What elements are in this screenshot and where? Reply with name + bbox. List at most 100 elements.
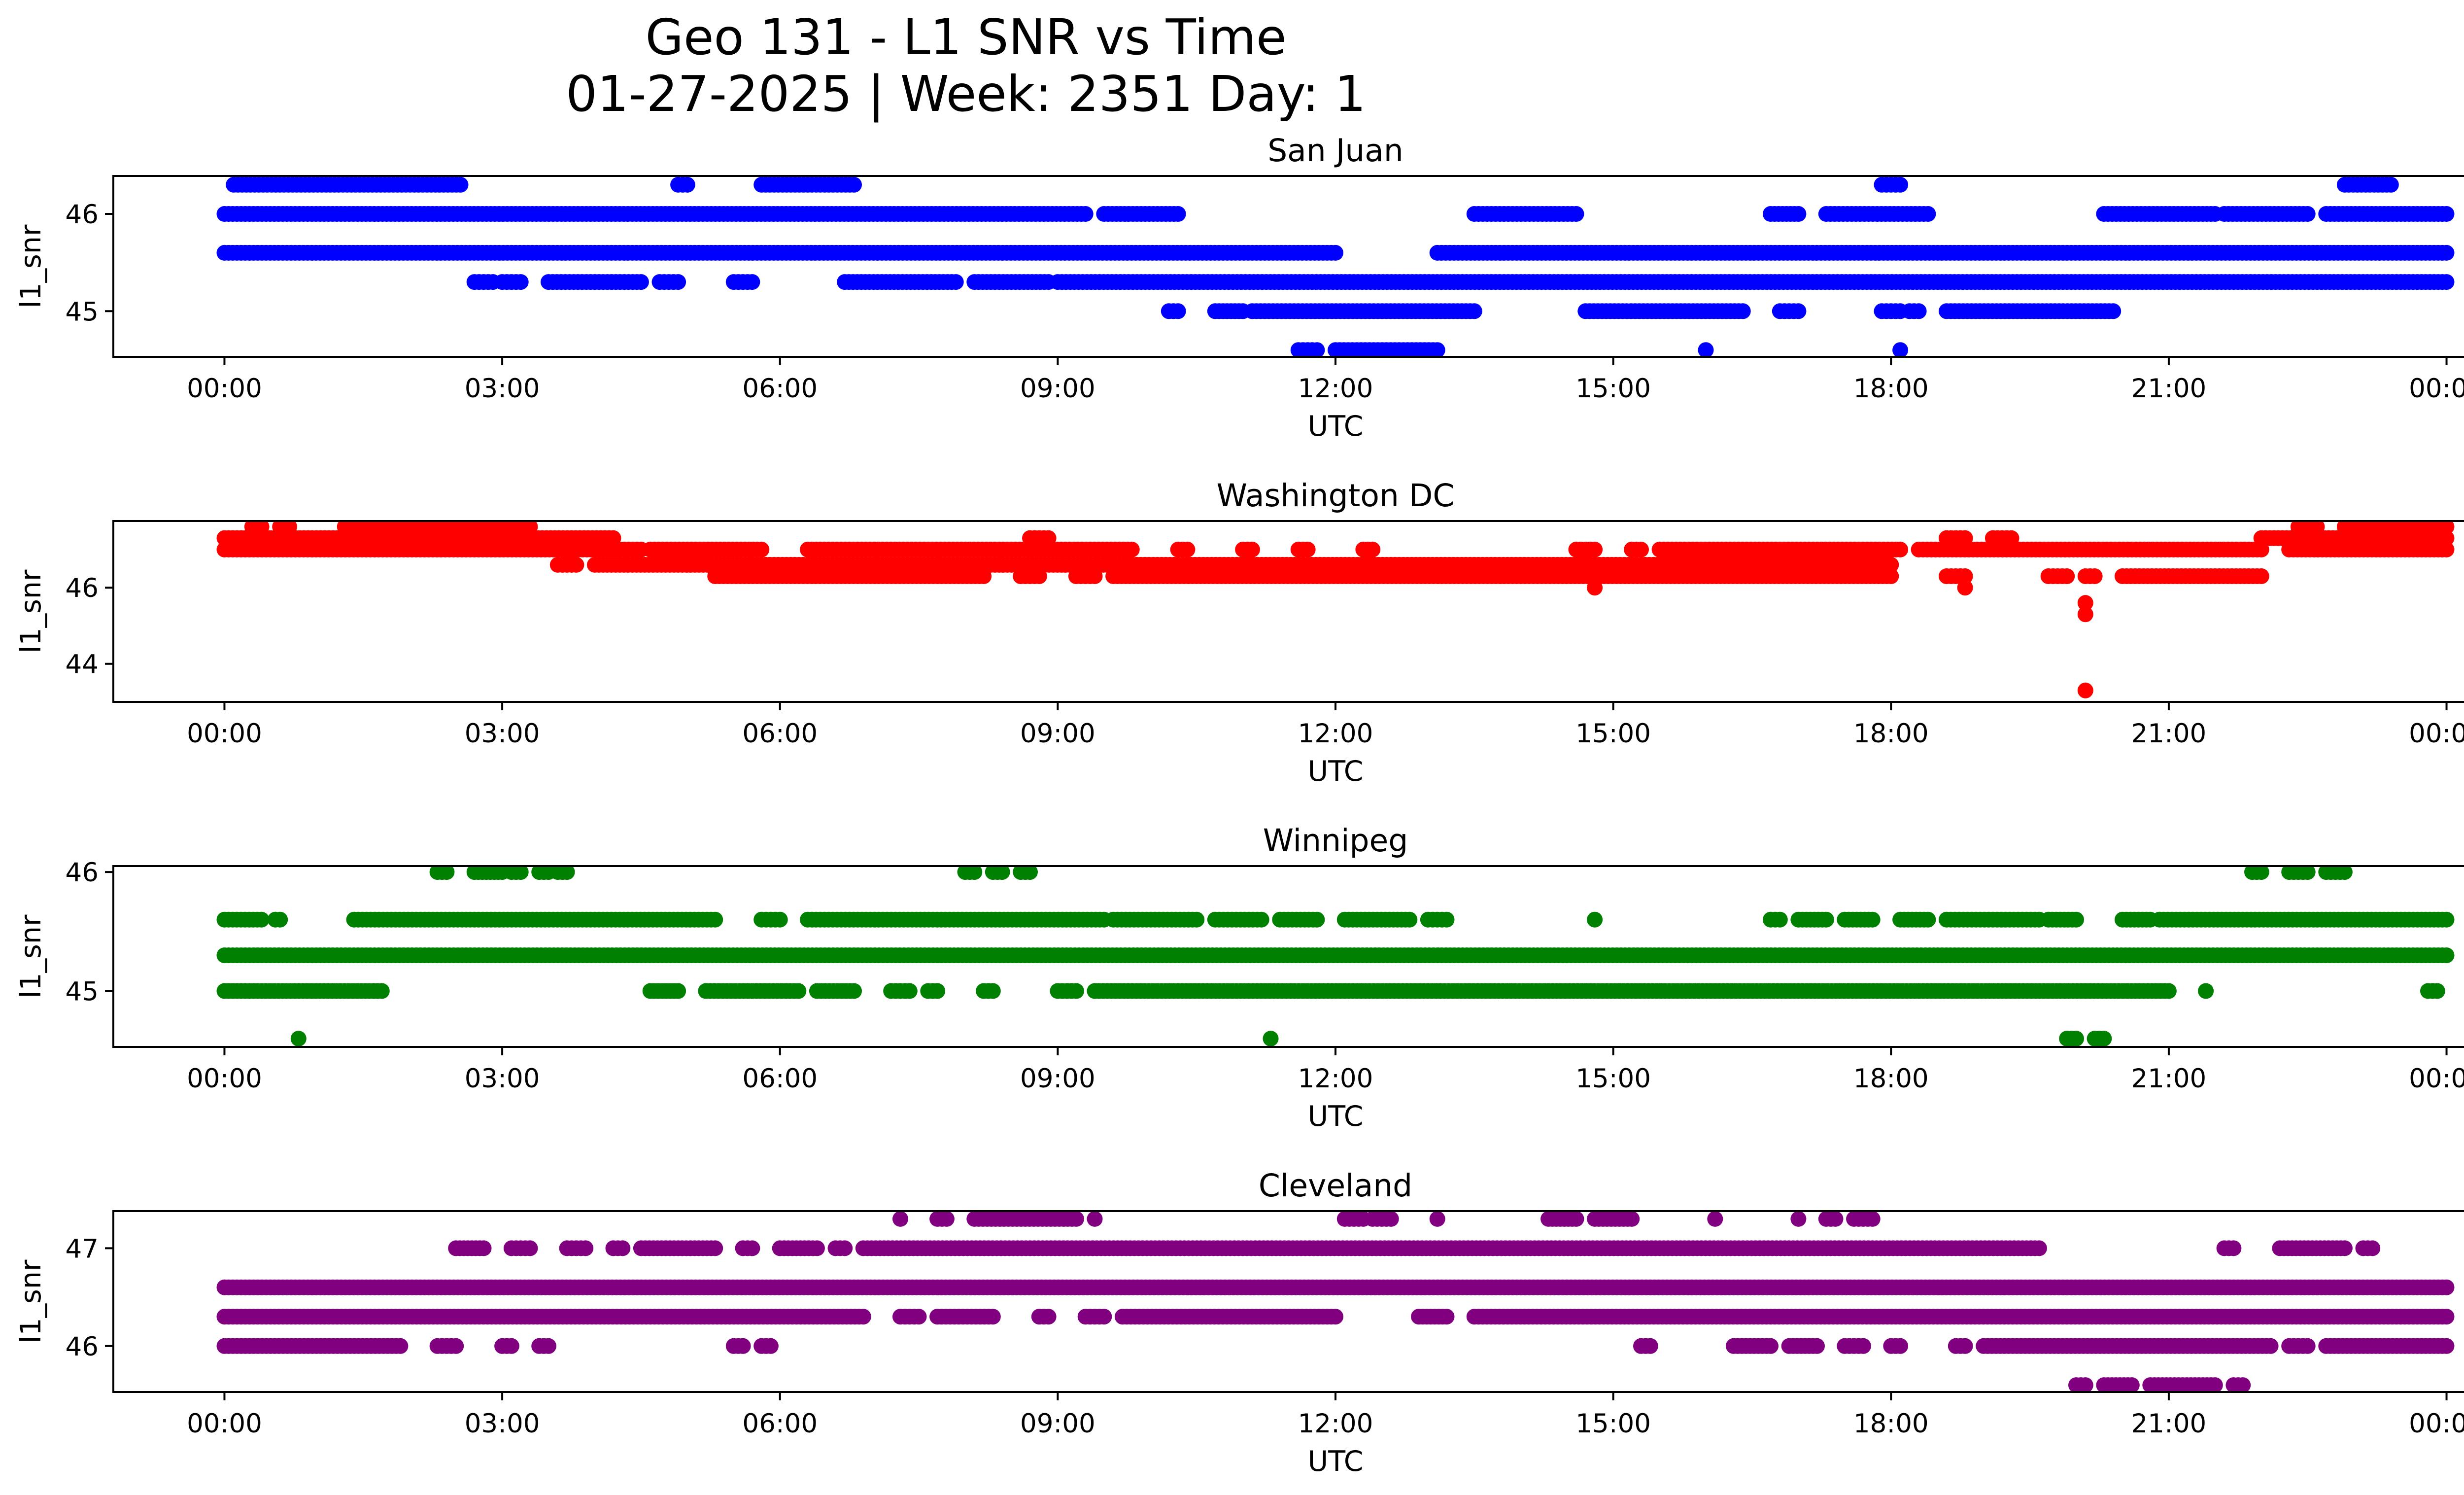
data-point (2077, 595, 2093, 611)
x-tick-label: 15:00 (1575, 1064, 1651, 1094)
data-point (1068, 1211, 1084, 1227)
data-point (1892, 541, 1909, 557)
data-point (522, 1240, 538, 1256)
data-point (2438, 244, 2455, 261)
data-point (2299, 866, 2316, 880)
data-point (2429, 983, 2445, 999)
x-tick-label: 03:00 (465, 374, 540, 404)
y-axis-label: l1_snr (15, 224, 47, 308)
x-tick-label: 09:00 (1020, 374, 1095, 404)
x-axis-label: UTC (1308, 1100, 1364, 1133)
x-tick-label: 15:00 (1575, 719, 1651, 749)
data-point (1263, 1031, 1279, 1047)
x-tick-label: 18:00 (1853, 374, 1929, 404)
data-point (374, 983, 390, 999)
data-point (2438, 541, 2455, 557)
data-point (2077, 606, 2093, 623)
data-point (2077, 682, 2093, 698)
data-point (744, 274, 760, 290)
y-tick-label: 45 (66, 977, 99, 1007)
data-point (2225, 1240, 2242, 1256)
data-point (1253, 911, 1269, 928)
data-point (1587, 580, 1603, 596)
data-point (2364, 1240, 2381, 1256)
data-point (948, 274, 964, 290)
data-point (2068, 1031, 2084, 1047)
data-point (1466, 303, 1482, 319)
x-tick-label: 00:00 (187, 1064, 262, 1094)
data-point (966, 866, 983, 880)
data-point (615, 1240, 631, 1256)
x-tick-label: 12:00 (1298, 374, 1373, 404)
y-tick-label: 46 (66, 858, 99, 888)
data-point (809, 1240, 825, 1256)
data-point (1735, 303, 1751, 319)
data-point (1402, 911, 1418, 928)
y-tick-label: 46 (66, 200, 99, 230)
figure-title-line1: Geo 131 - L1 SNR vs Time (646, 8, 1287, 66)
data-point (2438, 911, 2455, 928)
data-point (1864, 1211, 1881, 1227)
y-tick-label: 46 (66, 573, 99, 603)
y-tick-label: 44 (66, 650, 99, 680)
data-point (1170, 303, 1186, 319)
x-tick-label: 12:00 (1298, 719, 1373, 749)
data-point (476, 1240, 492, 1256)
x-axis-label: UTC (1308, 410, 1364, 443)
data-point (1587, 911, 1603, 928)
data-point (1031, 568, 1047, 584)
data-points (216, 176, 2455, 357)
data-point (1883, 568, 1899, 584)
data-points (216, 866, 2455, 1047)
data-point (2438, 206, 2455, 222)
data-points (216, 1211, 2455, 1392)
data-point (2096, 1031, 2112, 1047)
data-point (1179, 541, 1196, 557)
data-point (938, 1211, 955, 1227)
data-point (2336, 1240, 2353, 1256)
data-point (985, 983, 1001, 999)
data-point (1920, 206, 1936, 222)
data-point (994, 866, 1010, 880)
data-point (2253, 568, 2269, 584)
data-point (1698, 342, 1714, 357)
data-point (1429, 1211, 1445, 1227)
data-point (1309, 911, 1325, 928)
data-point (568, 556, 584, 573)
x-tick-label: 06:00 (742, 719, 818, 749)
x-tick-label: 00:00 (2409, 1064, 2464, 1094)
data-point (452, 176, 469, 193)
data-point (559, 866, 575, 880)
data-point (439, 866, 455, 880)
data-point (1087, 1211, 1103, 1227)
subplots-container: San Juan 00:00 03:00 06:00 09:00 12:00 15:00 18… (15, 133, 2464, 1478)
x-tick-label: 00:00 (2409, 374, 2464, 404)
data-point (1624, 1211, 1640, 1227)
data-point (670, 983, 686, 999)
data-point (2438, 947, 2455, 964)
x-tick-label: 03:00 (465, 1064, 540, 1094)
data-point (2068, 911, 2084, 928)
x-tick-label: 21:00 (2131, 719, 2207, 749)
x-tick-label: 00:00 (187, 719, 262, 749)
data-point (707, 1240, 723, 1256)
data-point (2383, 176, 2399, 193)
subplot-title: Winnipeg (1263, 823, 1408, 859)
data-point (1633, 541, 1649, 557)
data-point (744, 1240, 760, 1256)
data-point (1892, 176, 1909, 193)
x-tick-label: 21:00 (2131, 374, 2207, 404)
data-point (1920, 911, 1936, 928)
data-point (1068, 983, 1084, 999)
subplot-title: San Juan (1267, 133, 1403, 169)
x-tick-label: 09:00 (1020, 719, 1095, 749)
data-point (1864, 911, 1881, 928)
data-point (1189, 911, 1205, 928)
x-tick-label: 21:00 (2131, 1064, 2207, 1094)
data-point (2087, 568, 2103, 584)
data-point (1429, 342, 1445, 357)
x-tick-label: 09:00 (1020, 1064, 1095, 1094)
